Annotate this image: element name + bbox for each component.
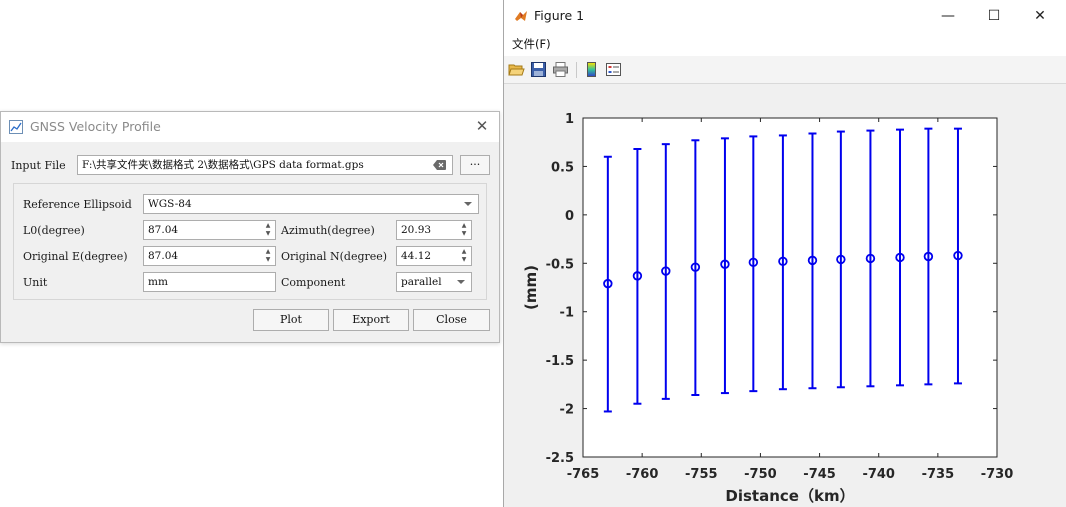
reference-ellipsoid-value: WGS-84 xyxy=(148,198,192,210)
figure-toolbar xyxy=(504,56,1066,84)
clear-input-icon[interactable] xyxy=(433,160,446,170)
original-e-label: Original E(degree) xyxy=(23,250,128,263)
axis-ticks: -765 -760 -755 -750 -745 -740 -735 -730 1 0.5 0 -0.… xyxy=(546,112,1014,482)
x-tick-label: -740 xyxy=(862,467,895,482)
spin-arrows-icon[interactable]: ▲ ▼ xyxy=(265,222,271,237)
y-tick-label: 0 xyxy=(565,209,574,224)
original-n-spinbox[interactable]: 44.12 ▲ ▼ xyxy=(396,246,472,266)
y-tick-label: -2 xyxy=(560,403,574,418)
spin-arrows-icon[interactable]: ▲ ▼ xyxy=(461,222,467,237)
data-point xyxy=(603,278,613,289)
x-tick-label: -755 xyxy=(685,467,718,482)
y-tick-label: -1 xyxy=(560,306,574,321)
original-n-value: 44.12 xyxy=(401,250,432,262)
x-tick-label: -730 xyxy=(981,467,1014,482)
input-file-label: Input File xyxy=(11,159,66,172)
y-axis-label: (mm) xyxy=(522,265,540,310)
browse-button[interactable]: ··· xyxy=(460,155,490,175)
minimize-icon[interactable]: — xyxy=(941,8,955,24)
matlab-icon xyxy=(515,11,527,21)
data-point xyxy=(923,251,934,262)
export-button[interactable]: Export xyxy=(333,309,409,331)
original-e-spinbox[interactable]: 87.04 ▲ ▼ xyxy=(143,246,276,266)
save-icon[interactable] xyxy=(530,61,547,78)
reference-ellipsoid-label: Reference Ellipsoid xyxy=(23,198,132,211)
data-point xyxy=(690,262,701,272)
data-point xyxy=(895,252,905,263)
dialog-close-icon[interactable]: ✕ xyxy=(475,117,489,135)
l0-spinbox[interactable]: 87.04 ▲ ▼ xyxy=(143,220,276,240)
azimuth-label: Azimuth(degree) xyxy=(281,224,375,237)
spin-arrows-icon[interactable]: ▲ ▼ xyxy=(461,248,467,263)
print-icon[interactable] xyxy=(552,61,569,78)
close-button[interactable]: Close xyxy=(413,309,490,331)
window-close-icon[interactable]: ✕ xyxy=(1034,8,1046,24)
data-point xyxy=(807,255,818,266)
data-point xyxy=(836,254,846,265)
spin-arrows-icon[interactable]: ▲ ▼ xyxy=(265,248,271,263)
data-point xyxy=(865,253,876,264)
input-file-field[interactable]: F:\共享文件夹\数据格式 2\数据格式\GPS data format.gps xyxy=(77,155,453,175)
toolbar-separator xyxy=(576,62,577,78)
data-point xyxy=(720,259,730,269)
x-tick-label: -765 xyxy=(567,467,600,482)
chart-app-icon xyxy=(9,120,23,134)
error-bars xyxy=(603,127,962,413)
open-folder-icon[interactable] xyxy=(508,61,525,78)
gnss-velocity-profile-dialog: GNSS Velocity Profile ✕ Input File F:\共享… xyxy=(0,111,500,343)
figure-titlebar: Figure 1 — ☐ ✕ xyxy=(504,0,1066,32)
y-tick-label: -1.5 xyxy=(546,354,574,369)
figure-menubar: 文件(F) xyxy=(504,32,1066,56)
figure-plot: -765 -760 -755 -750 -745 -740 -735 -730 1 0.5 0 -0.… xyxy=(522,112,1014,505)
menu-file[interactable]: 文件(F) xyxy=(512,37,551,51)
y-tick-label: -0.5 xyxy=(546,257,574,272)
component-value: parallel xyxy=(401,276,442,288)
unit-input[interactable]: mm xyxy=(143,272,276,292)
x-axis-label: Distance（km） xyxy=(725,487,854,505)
data-point xyxy=(661,266,671,276)
component-select[interactable]: parallel xyxy=(396,272,472,292)
data-point xyxy=(748,257,759,268)
parameters-group xyxy=(13,183,487,300)
data-point xyxy=(778,256,788,267)
chevron-down-icon xyxy=(457,280,465,284)
x-tick-label: -735 xyxy=(922,467,955,482)
input-file-value: F:\共享文件夹\数据格式 2\数据格式\GPS data format.gps xyxy=(82,159,364,171)
data-point xyxy=(953,250,963,261)
figure-window: Figure 1 — ☐ ✕ 文件(F) xyxy=(503,0,1066,507)
dialog-titlebar: GNSS Velocity Profile ✕ xyxy=(1,112,499,142)
data-point xyxy=(632,271,643,281)
component-label: Component xyxy=(281,276,346,289)
plot-button[interactable]: Plot xyxy=(253,309,329,331)
figure-title: Figure 1 xyxy=(534,8,585,23)
unit-label: Unit xyxy=(23,276,48,289)
dialog-title: GNSS Velocity Profile xyxy=(30,119,161,134)
reference-ellipsoid-select[interactable]: WGS-84 xyxy=(143,194,479,214)
l0-value: 87.04 xyxy=(148,224,179,236)
l0-label: L0(degree) xyxy=(23,224,85,237)
original-e-value: 87.04 xyxy=(148,250,179,262)
y-tick-label: -2.5 xyxy=(546,451,574,466)
x-tick-label: -750 xyxy=(744,467,777,482)
y-tick-label: 1 xyxy=(565,112,574,127)
maximize-icon[interactable]: ☐ xyxy=(987,8,1001,24)
azimuth-value: 20.93 xyxy=(401,224,432,236)
x-tick-label: -745 xyxy=(803,467,836,482)
chevron-down-icon xyxy=(464,202,472,206)
colorbar-icon[interactable] xyxy=(583,61,600,78)
axes-box xyxy=(582,117,998,458)
y-tick-label: 0.5 xyxy=(551,160,574,175)
original-n-label: Original N(degree) xyxy=(281,250,388,263)
legend-icon[interactable] xyxy=(605,61,622,78)
unit-value: mm xyxy=(148,276,168,288)
data-markers xyxy=(603,250,963,289)
azimuth-spinbox[interactable]: 20.93 ▲ ▼ xyxy=(396,220,472,240)
x-tick-label: -760 xyxy=(626,467,659,482)
